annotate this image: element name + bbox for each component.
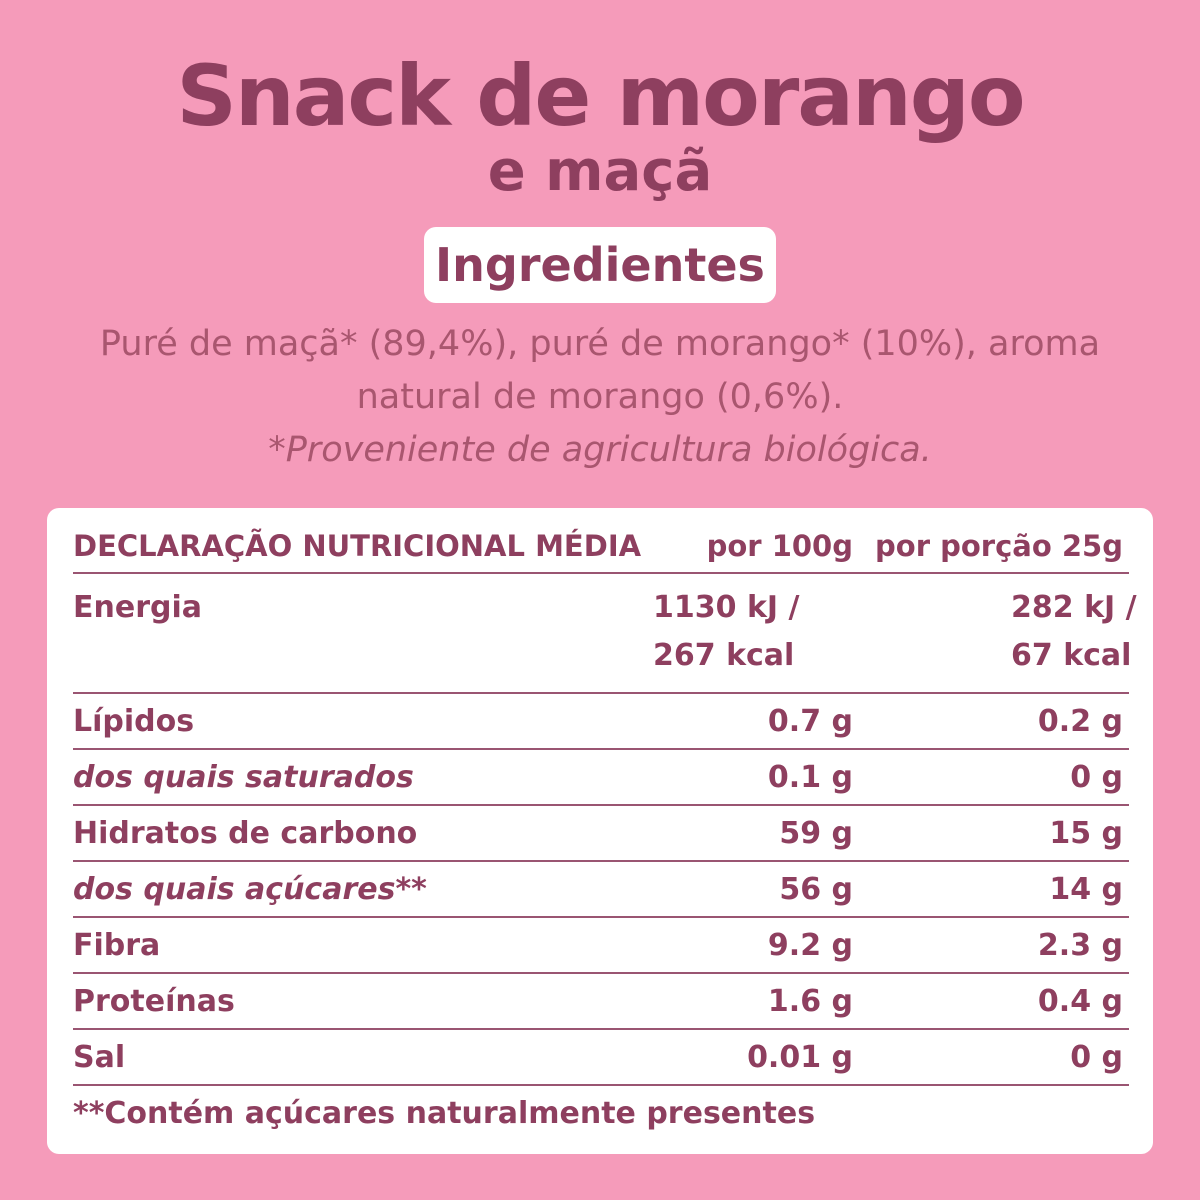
- row-per-100g: 0.7 g: [653, 693, 861, 750]
- row-per-100g: 56 g: [653, 861, 861, 918]
- ingredients-note: *Proveniente de agricultura biológica.: [268, 430, 932, 470]
- energy-per-portion-kcal: 67 kcal: [1011, 638, 1132, 673]
- table-row-lipidos: Lípidos 0.7 g 0.2 g: [73, 693, 1129, 750]
- row-name: dos quais saturados: [73, 749, 653, 806]
- table-row-proteinas: Proteínas 1.6 g 0.4 g: [73, 973, 1129, 1030]
- nutrition-card: DECLARAÇÃO NUTRICIONAL MÉDIA por 100g po…: [47, 508, 1153, 1154]
- table-row-hidratos: Hidratos de carbono 59 g 15 g: [73, 805, 1129, 862]
- nutrition-header-row: DECLARAÇÃO NUTRICIONAL MÉDIA por 100g po…: [73, 520, 1129, 574]
- row-per-portion: 0.2 g: [861, 693, 1129, 750]
- table-row-energy: Energia 1130 kJ / 267 kcal 282 kJ / 67 k…: [73, 573, 1137, 694]
- ingredients-line-2: natural de morango (0,6%).: [356, 377, 844, 417]
- table-row-saturados: dos quais saturados 0.1 g 0 g: [73, 749, 1129, 806]
- header-name: DECLARAÇÃO NUTRICIONAL MÉDIA: [73, 520, 653, 574]
- table-row-acucares: dos quais açúcares** 56 g 14 g: [73, 861, 1129, 918]
- row-name: Fibra: [73, 917, 653, 974]
- row-per-portion: 2.3 g: [861, 917, 1129, 974]
- nutrition-table: DECLARAÇÃO NUTRICIONAL MÉDIA por 100g po…: [73, 520, 1137, 1086]
- row-name: Energia: [73, 573, 653, 694]
- energy-per-portion-kj: 282 kJ /: [1011, 590, 1137, 625]
- row-per-100g: 1.6 g: [653, 973, 861, 1030]
- energy-per-portion: 282 kJ / 67 kcal: [861, 573, 1137, 694]
- product-subtitle: e maçã: [487, 139, 713, 204]
- row-per-100g: 0.1 g: [653, 749, 861, 806]
- ingredients-list: Puré de maçã* (89,4%), puré de morango* …: [60, 318, 1140, 424]
- product-title: Snack de morango: [176, 47, 1025, 145]
- table-row-fibra: Fibra 9.2 g 2.3 g: [73, 917, 1129, 974]
- row-per-100g: 59 g: [653, 805, 861, 862]
- energy-per-100g-kj: 1130 kJ /: [653, 590, 800, 625]
- row-per-100g: 0.01 g: [653, 1029, 861, 1086]
- header-per-100g: por 100g: [653, 520, 861, 574]
- energy-per-100g: 1130 kJ / 267 kcal: [653, 573, 861, 694]
- row-per-portion: 0 g: [861, 749, 1129, 806]
- energy-per-100g-kcal: 267 kcal: [653, 638, 795, 673]
- row-per-100g: 9.2 g: [653, 917, 861, 974]
- row-per-portion: 0.4 g: [861, 973, 1129, 1030]
- ingredients-line-1: Puré de maçã* (89,4%), puré de morango* …: [99, 324, 1101, 364]
- row-per-portion: 0 g: [861, 1029, 1129, 1086]
- ingredients-heading: Ingredientes: [435, 238, 765, 292]
- row-name: Lípidos: [73, 693, 653, 750]
- row-per-portion: 15 g: [861, 805, 1129, 862]
- ingredients-heading-badge: Ingredientes: [424, 227, 776, 303]
- row-name: dos quais açúcares**: [73, 861, 653, 918]
- row-name: Sal: [73, 1029, 653, 1086]
- nutrition-footnote: **Contém açúcares naturalmente presentes: [73, 1096, 816, 1131]
- table-row-sal: Sal 0.01 g 0 g: [73, 1029, 1129, 1086]
- row-name: Hidratos de carbono: [73, 805, 653, 862]
- row-per-portion: 14 g: [861, 861, 1129, 918]
- header-per-portion: por porção 25g: [861, 520, 1129, 574]
- row-name: Proteínas: [73, 973, 653, 1030]
